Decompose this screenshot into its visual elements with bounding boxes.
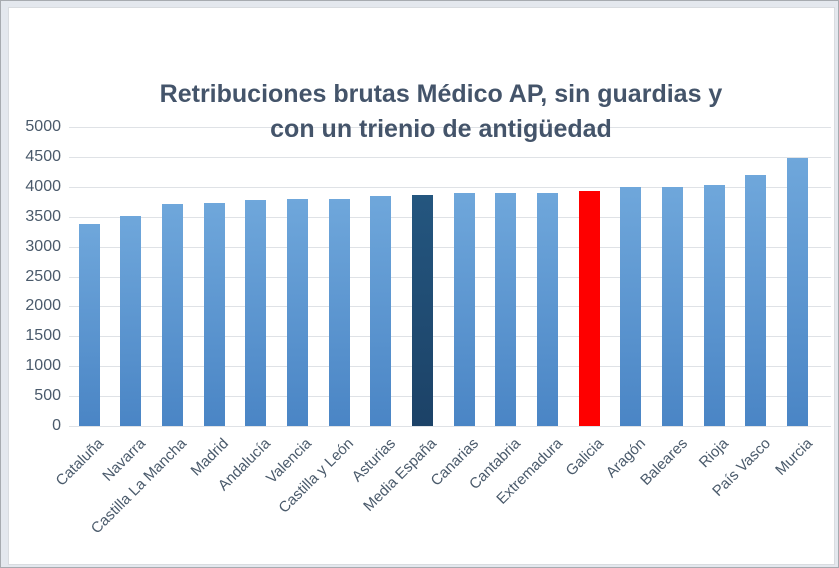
bar-asturias <box>370 196 392 426</box>
gridline-5000 <box>69 127 831 128</box>
y-axis-tick-label-1500: 1500 <box>25 327 61 344</box>
bar-andalucia <box>245 200 267 426</box>
bar-cantabria <box>495 193 517 426</box>
x-axis-line <box>69 426 831 427</box>
gridline-4500 <box>69 157 831 158</box>
chart-title: Retribuciones brutas Médico AP, sin guar… <box>41 77 838 147</box>
bar-rioja <box>703 184 725 426</box>
bar-castilla-y-leon <box>328 198 350 426</box>
bar-valencia <box>286 199 308 426</box>
bar-navarra <box>120 216 142 426</box>
bar-castilla-la-mancha <box>161 204 183 426</box>
gridline-4000 <box>69 187 831 188</box>
y-axis-tick-label-500: 500 <box>34 387 61 404</box>
bar-extremadura <box>537 193 558 426</box>
gridline-2500 <box>69 277 831 278</box>
bar-murcia <box>787 157 809 426</box>
y-axis-tick-label-2000: 2000 <box>25 297 61 314</box>
y-axis-tick-label-3500: 3500 <box>25 208 61 225</box>
bar-media-espana <box>411 194 433 426</box>
bar-cataluna <box>78 223 100 426</box>
y-axis-tick-label-1000: 1000 <box>25 357 61 374</box>
chart-title-line-1: Retribuciones brutas Médico AP, sin guar… <box>159 80 723 108</box>
gridline-3500 <box>69 217 831 218</box>
bar-aragon <box>620 186 642 426</box>
bar-madrid <box>203 202 225 426</box>
y-axis-tick-label-3000: 3000 <box>25 238 61 255</box>
gridline-1000 <box>69 366 831 367</box>
bar-pais-vasco <box>745 174 767 426</box>
y-axis-tick-label-5000: 5000 <box>25 118 61 135</box>
y-axis-tick-label-4000: 4000 <box>25 178 61 195</box>
bar-baleares <box>662 186 683 426</box>
chart-title-line-2: con un trienio de antigüedad <box>270 115 612 143</box>
bar-canarias <box>453 193 475 426</box>
bar-galicia <box>578 191 600 426</box>
gridline-1500 <box>69 336 831 337</box>
y-axis-tick-label-2500: 2500 <box>25 268 61 285</box>
y-axis-tick-label-4500: 4500 <box>25 148 61 165</box>
gridline-500 <box>69 396 831 397</box>
gridline-3000 <box>69 247 831 248</box>
y-axis-tick-label-0: 0 <box>52 417 61 434</box>
gridline-2000 <box>69 306 831 307</box>
